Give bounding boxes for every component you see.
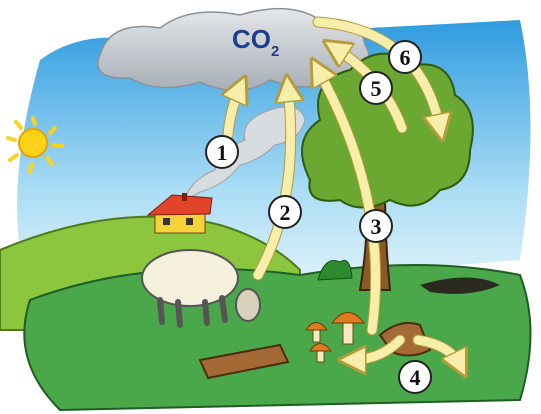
step-label: 3: [371, 214, 382, 239]
carbon-cycle-illustration: CO2: [0, 0, 541, 414]
step-label: 5: [371, 76, 382, 101]
step-label: 4: [410, 365, 421, 390]
step-label: 6: [400, 45, 411, 70]
co-text: CO: [232, 24, 271, 54]
co-subscript: 2: [271, 43, 279, 60]
step-label: 1: [217, 140, 228, 165]
step-label: 2: [280, 200, 291, 225]
